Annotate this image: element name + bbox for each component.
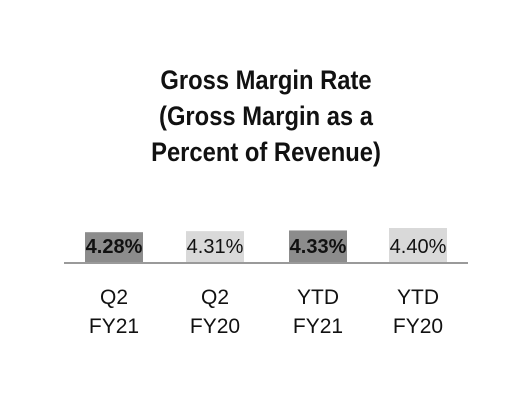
category-label-2-line-2: FY20 [190,315,240,338]
bar-1 [85,232,143,262]
data-label-4: 4.40% [390,236,447,258]
category-label-4-line-1: YTD [397,286,439,309]
category-label-1-line-1: Q2 [100,286,128,309]
data-label-3: 4.33% [290,236,347,258]
category-label-1-line-2: FY21 [89,315,139,338]
bar-3 [289,230,347,262]
bar-2 [186,231,244,262]
chart-title: Gross Margin Rate (Gross Margin as a Per… [0,62,532,170]
chart-title-line-3: Percent of Revenue) [151,137,381,167]
data-label-1: 4.28% [86,236,143,258]
bar-4 [389,228,447,262]
category-label-3-line-2: FY21 [293,315,343,338]
category-label-4-line-2: FY20 [393,315,443,338]
data-label-2: 4.31% [187,236,244,258]
chart-title-line-2: (Gross Margin as a [159,101,373,131]
category-label-2-line-1: Q2 [201,286,229,309]
chart-title-line-1: Gross Margin Rate [160,65,372,95]
category-label-3-line-1: YTD [297,286,339,309]
